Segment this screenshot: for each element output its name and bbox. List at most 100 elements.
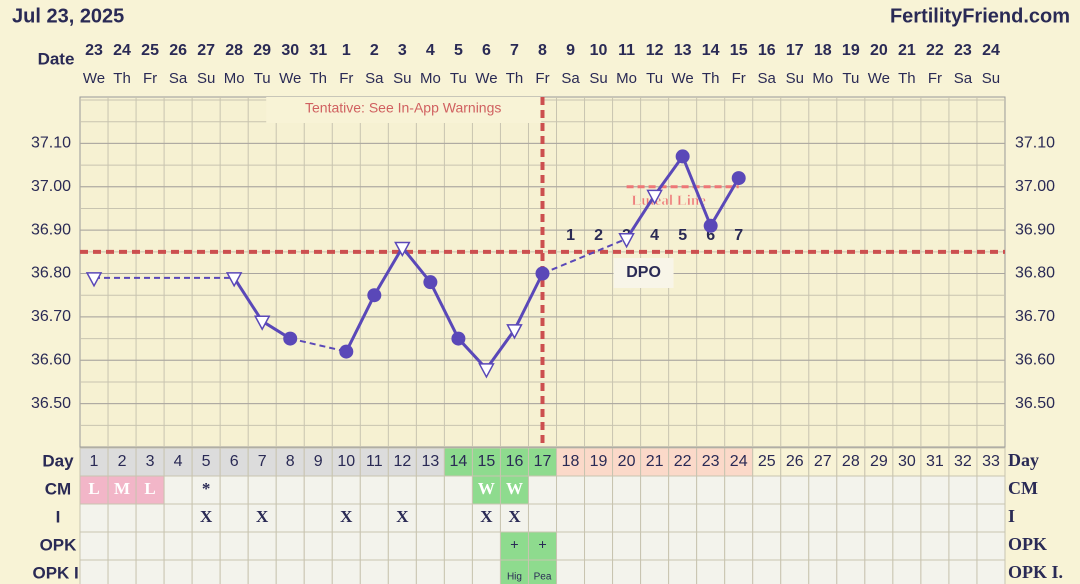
cell <box>331 559 361 584</box>
date-label: 15 <box>730 42 748 59</box>
date-label: 28 <box>225 42 243 59</box>
weekday-label: Fr <box>339 70 353 87</box>
cell <box>864 559 894 584</box>
cell <box>948 531 978 561</box>
cell <box>780 475 810 505</box>
temp-point <box>283 331 298 346</box>
cell <box>79 475 109 505</box>
cell <box>724 559 754 584</box>
cell <box>443 475 473 505</box>
weekday-label: We <box>475 70 497 87</box>
temp-point <box>535 266 550 281</box>
weekday-label: Mo <box>224 70 245 87</box>
y-tick-label: 37.00 <box>31 178 71 195</box>
cell <box>836 531 866 561</box>
cell <box>471 447 501 477</box>
cell <box>219 503 249 533</box>
cell <box>892 447 922 477</box>
temp-segment <box>373 246 404 296</box>
cell <box>359 559 389 584</box>
cell <box>892 531 922 561</box>
cell <box>135 559 165 584</box>
cell <box>752 503 782 533</box>
cell <box>976 503 1006 533</box>
date-label: 3 <box>398 42 407 59</box>
weekday-label: Th <box>113 70 131 87</box>
cell-text: W <box>506 479 523 498</box>
cell <box>163 503 193 533</box>
day-number: 8 <box>286 453 295 470</box>
day-number: 24 <box>730 453 748 470</box>
temp-point <box>423 275 438 290</box>
cell <box>359 475 389 505</box>
cell-text: X <box>200 507 213 526</box>
cell <box>331 503 361 533</box>
cell <box>443 447 473 477</box>
date-label: 8 <box>538 42 547 59</box>
day-number: 14 <box>450 453 468 470</box>
dpo-number: 2 <box>594 227 603 244</box>
date-label: 24 <box>982 42 1000 59</box>
cell <box>556 559 586 584</box>
day-number: 23 <box>702 453 720 470</box>
date-label: 30 <box>281 42 299 59</box>
weekday-label: Fr <box>535 70 549 87</box>
day-number: 5 <box>202 453 211 470</box>
date-label: 13 <box>674 42 692 59</box>
cell <box>584 475 614 505</box>
cell <box>920 559 950 584</box>
cell <box>79 503 109 533</box>
day-number: 4 <box>174 453 183 470</box>
cell <box>275 503 305 533</box>
cell <box>780 503 810 533</box>
cell <box>640 559 670 584</box>
temp-segment <box>232 277 264 323</box>
cell <box>724 475 754 505</box>
temp-segment <box>542 237 627 275</box>
weekday-label: Th <box>309 70 327 87</box>
date-label: 31 <box>309 42 327 59</box>
date-label: 10 <box>590 42 608 59</box>
y-tick-label: 36.80 <box>31 265 71 282</box>
cell <box>275 475 305 505</box>
cell <box>696 475 726 505</box>
cell <box>163 531 193 561</box>
dpo-number: 7 <box>734 227 743 244</box>
weekday-label: Tu <box>450 70 467 87</box>
cell <box>247 531 277 561</box>
row-label: OPK <box>40 535 78 554</box>
date-label: 11 <box>618 42 635 59</box>
day-number: 17 <box>534 453 552 470</box>
weekday-label: Su <box>982 70 1000 87</box>
note: Tentative: See In-App Warnings <box>305 100 501 116</box>
cell <box>920 531 950 561</box>
cell <box>191 531 221 561</box>
row-label-right: CM <box>1008 478 1038 498</box>
temp-point <box>618 233 635 249</box>
y-tick-label: 37.10 <box>31 135 71 152</box>
cell <box>584 559 614 584</box>
cell <box>780 531 810 561</box>
weekday-label: We <box>868 70 890 87</box>
weekday-label: Sa <box>758 70 777 87</box>
day-number: 10 <box>337 453 355 470</box>
cell <box>640 447 670 477</box>
cell <box>920 503 950 533</box>
date-label: 21 <box>898 42 916 59</box>
date-label: 9 <box>566 42 575 59</box>
cell <box>303 503 333 533</box>
cell <box>836 475 866 505</box>
cell <box>359 531 389 561</box>
weekday-label: Mo <box>616 70 637 87</box>
cell <box>724 503 754 533</box>
day-number: 3 <box>146 453 155 470</box>
cell <box>752 447 782 477</box>
weekday-label: Tu <box>254 70 271 87</box>
cell <box>107 447 137 477</box>
cell <box>696 503 726 533</box>
cell <box>920 447 950 477</box>
day-number: 13 <box>421 453 439 470</box>
cell <box>780 559 810 584</box>
temp-point <box>451 331 466 346</box>
temp-point <box>478 363 495 379</box>
